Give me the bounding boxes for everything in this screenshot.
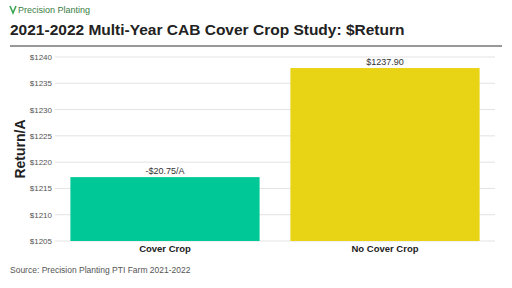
y-tick-label: $1205 <box>30 237 53 246</box>
y-tick-label: $1210 <box>30 211 53 220</box>
y-tick-label: $1235 <box>30 79 53 88</box>
y-tick-label: $1230 <box>30 106 53 115</box>
chart-svg: Precision Planting 2021-2022 Multi-Year C… <box>0 0 512 288</box>
title-rule <box>10 46 502 47</box>
labels: Cover Crop $1237.90 No Cover Crop -$20.75/A <box>139 57 419 254</box>
bars <box>70 68 479 241</box>
chart-container: Precision Planting 2021-2022 Multi-Year C… <box>0 0 512 288</box>
data-label: $1237.90 <box>366 57 404 67</box>
title: 2021-2022 Multi-Year CAB Cover Crop Stud… <box>10 21 405 38</box>
y-tick-label: $1225 <box>30 132 53 141</box>
bar <box>70 177 259 241</box>
grid-line <box>55 57 495 58</box>
x-tick-label: No Cover Crop <box>351 243 418 254</box>
logo: Precision Planting <box>10 5 90 15</box>
x-tick-label: Cover Crop <box>139 243 191 254</box>
y-axis: $1205 $1210 $1215 $1220 $1225 $1230 $1235 $1240 <box>30 53 495 246</box>
annotation: -$20.75/A <box>145 166 184 176</box>
y-axis-label: Return/A <box>12 119 28 178</box>
logo-text: Precision Planting <box>18 5 90 15</box>
bar <box>290 68 479 241</box>
logo-icon <box>10 6 16 13</box>
y-tick-label: $1240 <box>30 53 53 62</box>
source: Source: Precision Planting PTI Farm 2021… <box>10 265 191 275</box>
y-tick-label: $1220 <box>30 158 53 167</box>
y-tick-label: $1215 <box>30 184 53 193</box>
